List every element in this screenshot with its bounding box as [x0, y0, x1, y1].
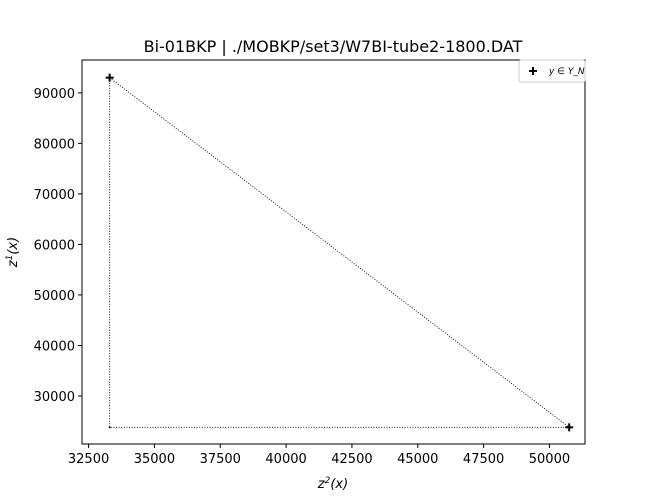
x-tick-label: 45000 — [397, 452, 438, 467]
x-axis-label: z2(x) — [317, 476, 348, 492]
legend-marker-plus-icon — [529, 67, 537, 75]
x-tick-label: 35000 — [134, 452, 175, 467]
x-tick-label: 37500 — [200, 452, 241, 467]
data-point — [105, 73, 114, 82]
x-tick-label: 40000 — [265, 452, 306, 467]
x-tick-label: 32500 — [68, 452, 109, 467]
x-axis: 32500 35000 37500 40000 42500 45000 47500 50000 — [68, 444, 570, 467]
y-tick-label: 40000 — [34, 339, 75, 354]
legend-plus-marker — [529, 67, 537, 75]
y-tick-label: 70000 — [34, 188, 75, 203]
y-axis-label: z1(x) — [5, 237, 21, 268]
data-points — [105, 73, 574, 432]
dotted-outline — [108, 76, 571, 429]
legend: y ∈ Y_N — [518, 59, 586, 83]
y-tick-label: 50000 — [34, 289, 75, 304]
legend-entry: y ∈ Y_N — [548, 67, 585, 77]
legend-box — [518, 59, 586, 83]
plot-area — [81, 59, 586, 445]
y-tick-label: 80000 — [34, 137, 75, 152]
outline-polygon — [109, 76, 571, 428]
y-tick-label: 60000 — [34, 238, 75, 253]
x-tick-label: 47500 — [463, 452, 504, 467]
x-tick-label: 42500 — [331, 452, 372, 467]
x-tick-label: 50000 — [529, 452, 570, 467]
y-axis: 30000 40000 50000 60000 70000 80000 90000 — [34, 87, 82, 405]
y-tick-label: 90000 — [34, 87, 75, 102]
chart-title: Bi-01BKP | ./MOBKP/set3/W7BI-tube2-1800.… — [144, 37, 523, 56]
corner-dot — [108, 426, 111, 429]
y-tick-label: 30000 — [34, 390, 75, 405]
data-point — [565, 423, 574, 432]
